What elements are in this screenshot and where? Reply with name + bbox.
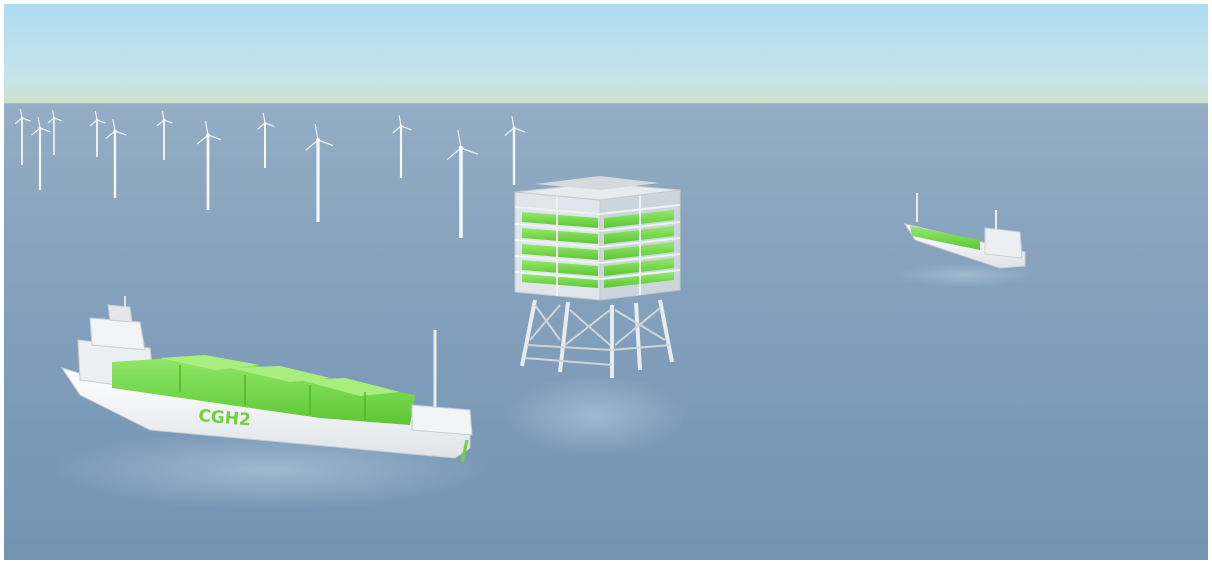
wind-turbine (196, 121, 222, 210)
turbine-blade (513, 127, 526, 133)
turbine-blade (89, 119, 98, 127)
turbine-blade (52, 109, 55, 119)
platform-reflection (505, 375, 685, 455)
turbine-blade (94, 110, 98, 121)
turbine-blade (457, 130, 462, 149)
turbine-blade (398, 115, 402, 127)
wind-turbine (305, 124, 334, 222)
platform-frame (514, 195, 681, 296)
turbine-blade (317, 139, 334, 147)
turbine-blade (305, 139, 319, 151)
wind-turbine (392, 115, 412, 178)
ship-hull-lettering: CGH2 (198, 406, 252, 430)
turbine-blade (114, 130, 127, 136)
turbine-blade (511, 116, 515, 129)
small-ship-cargo (910, 226, 980, 250)
turbine-blade (96, 119, 106, 124)
turbine-blade (207, 134, 222, 141)
wind-turbine (504, 116, 526, 185)
turbine-blade (256, 122, 266, 130)
turbine-blade (161, 110, 165, 121)
large-ship-cargo (112, 355, 415, 425)
wind-turbine (14, 108, 31, 165)
turbine-blade (112, 119, 116, 132)
small-hydrogen-carrier (903, 193, 1026, 269)
platform-bracing (524, 304, 671, 366)
turbine-blade (392, 125, 402, 134)
small-ship-bridge (984, 227, 1023, 259)
turbine-blade (19, 108, 23, 119)
turbine-blade (163, 119, 173, 124)
turbine-blade (14, 117, 23, 125)
hydrogen-platform (514, 176, 681, 378)
turbine-blade (262, 113, 266, 124)
wind-turbine (256, 113, 275, 168)
turbine-blade (460, 147, 479, 155)
platform-roof-equipment (535, 176, 660, 190)
turbine-blade (47, 117, 55, 124)
turbine-blade (446, 147, 462, 161)
wind-turbine (89, 110, 106, 157)
turbine-blade (196, 134, 209, 145)
small-ship-reflection (895, 263, 1035, 287)
turbine-blade (105, 130, 116, 140)
large-hydrogen-carrier: CGH2 (60, 296, 473, 463)
wind-turbine (156, 110, 173, 160)
turbine-blade (53, 117, 62, 122)
turbine-blade (400, 125, 412, 131)
turbine-blade (264, 122, 275, 127)
turbine-blade (504, 127, 515, 137)
turbine-blade (21, 117, 31, 122)
wind-turbine (105, 119, 127, 198)
platform-jacket (520, 299, 674, 378)
turbine-blade (37, 117, 41, 129)
wind-farm (14, 108, 526, 238)
turbine-blade (205, 121, 209, 136)
turbine-blade (39, 127, 51, 133)
turbine-blade (156, 119, 165, 127)
sky (4, 4, 1208, 104)
turbine-blade (31, 127, 41, 136)
wind-turbine (47, 109, 62, 155)
wind-turbine (446, 130, 479, 238)
turbine-blade (314, 124, 319, 141)
wind-turbine (31, 117, 51, 190)
bow-line (460, 439, 469, 463)
